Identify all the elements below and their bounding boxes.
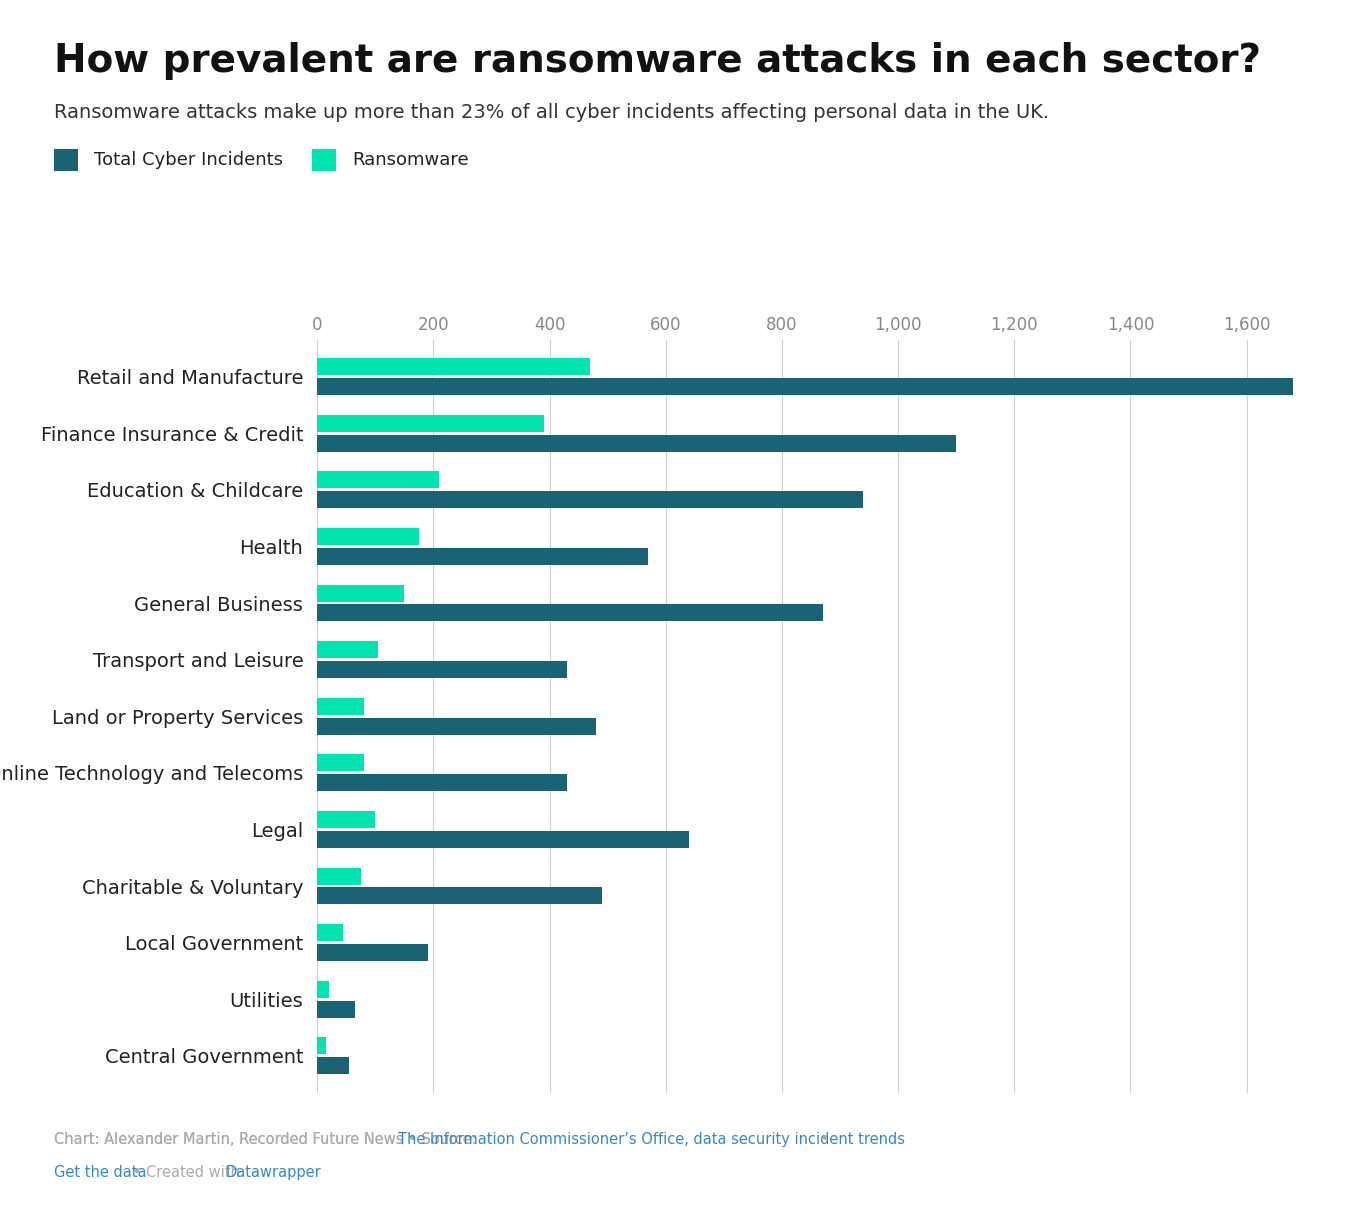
Bar xyxy=(317,868,360,885)
Bar xyxy=(317,585,405,602)
Text: Ransomware: Ransomware xyxy=(352,152,470,169)
Bar xyxy=(317,717,597,734)
Text: Datawrapper: Datawrapper xyxy=(225,1165,321,1180)
Bar xyxy=(317,981,329,998)
Bar xyxy=(317,830,688,847)
Text: Chart: Alexander Martin, Recorded Future News • Source:: Chart: Alexander Martin, Recorded Future… xyxy=(54,1133,482,1147)
Text: Total Cyber Incidents: Total Cyber Incidents xyxy=(95,152,284,169)
Text: Chart: Alexander Martin, Recorded Future News • Source:: Chart: Alexander Martin, Recorded Future… xyxy=(54,1133,482,1147)
Bar xyxy=(317,754,363,771)
Bar xyxy=(317,378,1293,395)
Bar xyxy=(317,944,428,961)
Bar xyxy=(317,358,590,375)
Text: Get the data: Get the data xyxy=(54,1165,147,1180)
Text: The Information Commissioner’s Office, data security incident trends: The Information Commissioner’s Office, d… xyxy=(398,1133,904,1147)
Bar xyxy=(317,471,439,488)
Bar xyxy=(317,887,602,904)
Bar xyxy=(317,775,567,792)
Bar xyxy=(317,492,863,509)
Text: Chart: Alexander Martin, Recorded Future News • Source:: Chart: Alexander Martin, Recorded Future… xyxy=(54,1133,482,1147)
Bar xyxy=(317,605,822,622)
Text: • Created with: • Created with xyxy=(128,1165,244,1180)
Bar xyxy=(317,548,648,565)
Bar xyxy=(317,1057,350,1074)
Text: Ransomware attacks make up more than 23% of all cyber incidents affecting person: Ransomware attacks make up more than 23%… xyxy=(54,103,1049,123)
Bar xyxy=(317,698,363,715)
Bar xyxy=(317,435,956,452)
Bar xyxy=(317,1038,325,1055)
Bar xyxy=(317,1000,355,1017)
Bar xyxy=(317,641,378,658)
Bar xyxy=(317,811,375,828)
Bar xyxy=(317,662,567,679)
Bar xyxy=(317,924,343,941)
Text: How prevalent are ransomware attacks in each sector?: How prevalent are ransomware attacks in … xyxy=(54,42,1261,80)
Text: •: • xyxy=(815,1133,829,1147)
Bar xyxy=(317,528,418,545)
Bar xyxy=(317,415,544,432)
